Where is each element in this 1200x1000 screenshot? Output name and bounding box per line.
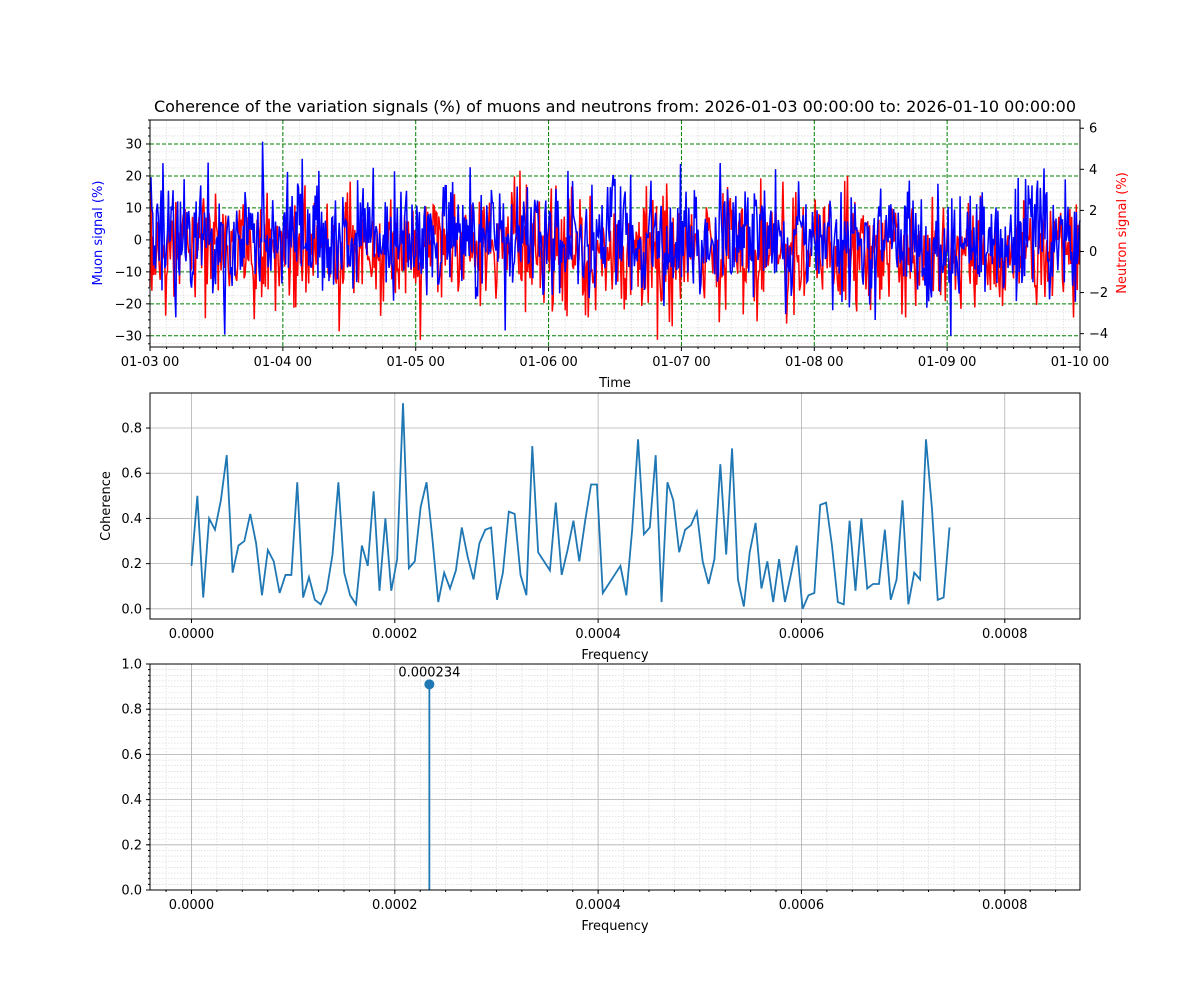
muon-signal-series	[149, 141, 1081, 336]
coherence-y-tick-label: 0.8	[121, 422, 142, 437]
coherence-x-tick-label: 0.0006	[779, 627, 825, 642]
muon-tick-label: 10	[125, 201, 142, 216]
muon-tick-label: 30	[125, 137, 142, 152]
coherence-x-tick-label: 0.0008	[982, 627, 1028, 642]
time-tick-label: 01-06 00	[519, 355, 577, 370]
time-tick-label: 01-04 00	[254, 355, 312, 370]
coherence-grid	[150, 393, 1080, 619]
time-signal-panel: 01-03 00 01-04 00 01-05 00 01-06 00 01-07 00…	[91, 119, 1130, 391]
stem-x-tick-label: 0.0006	[779, 898, 825, 913]
neutron-tick-label: 0	[1089, 245, 1097, 260]
muon-tick-label: 0	[134, 233, 142, 248]
coherence-x-tick-label: 0.0004	[575, 627, 621, 642]
time-signal-axes: 01-03 00 01-04 00 01-05 00 01-06 00 01-07 00…	[115, 119, 1109, 370]
coherence-axes: 0.0000 0.0002 0.0004 0.0006 0.0008 0.0 0.2 0.4 0…	[121, 392, 1081, 642]
time-tick-label: 01-07 00	[652, 355, 710, 370]
neutron-tick-label: −4	[1089, 327, 1108, 342]
muon-tick-label: 20	[125, 169, 142, 184]
peak-frequency-label: 0.000234	[398, 665, 460, 680]
coherence-y-tick-label: 0.4	[121, 512, 142, 527]
muon-tick-label: −30	[115, 329, 142, 344]
neutron-tick-label: 2	[1089, 204, 1097, 219]
coherence-panel: 0.0000 0.0002 0.0004 0.0006 0.0008 0.0 0.2 0.4 0…	[99, 392, 1081, 663]
stem-grid	[150, 663, 1080, 891]
stem-y-tick-label: 0.0	[121, 884, 142, 899]
coherence-line	[190, 403, 951, 610]
muon-tick-label: −20	[115, 297, 142, 312]
coherence-y-tick-label: 0.0	[121, 602, 142, 617]
peak-stem-marker	[424, 679, 435, 690]
neutron-tick-label: 4	[1089, 163, 1097, 178]
coherence-y-tick-label: 0.6	[121, 467, 142, 482]
neutron-tick-label: 6	[1089, 122, 1097, 137]
coherence-y-tick-label: 0.2	[121, 557, 142, 572]
time-tick-label: 01-03 00	[121, 355, 179, 370]
time-tick-label: 01-08 00	[785, 355, 843, 370]
stem-axes: 0.0000 0.0002 0.0004 0.0006 0.0008 0.0 0.2 0.4 0…	[121, 658, 1081, 913]
coherence-series	[190, 403, 951, 610]
muon-signal-line	[149, 141, 1081, 336]
figure-title: Coherence of the variation signals (%) o…	[154, 97, 1076, 116]
time-axis-label: Time	[598, 376, 631, 391]
stem-y-tick-label: 0.2	[121, 838, 142, 853]
neutron-tick-label: −2	[1089, 286, 1108, 301]
stem-x-tick-label: 0.0000	[169, 898, 215, 913]
time-tick-label: 01-10 00	[1051, 355, 1109, 370]
coherence-x-axis-label: Frequency	[581, 648, 648, 663]
coherence-y-axis-label: Coherence	[99, 471, 114, 541]
stem-y-tick-label: 1.0	[121, 658, 142, 673]
coherence-x-tick-label: 0.0002	[372, 627, 418, 642]
neutron-axis-label: Neutron signal (%)	[1115, 172, 1130, 294]
stem-x-tick-label: 0.0008	[982, 898, 1028, 913]
stem-y-tick-label: 0.8	[121, 703, 142, 718]
coherence-x-tick-label: 0.0000	[169, 627, 215, 642]
time-tick-label: 01-05 00	[386, 355, 444, 370]
peak-stem-panel: 0.000234 0.0000 0.0002 0.0004 0.0006 0.00080…	[121, 658, 1081, 934]
coherence-plot-frame	[149, 392, 1081, 620]
stem-x-tick-label: 0.0004	[575, 898, 621, 913]
stem-y-tick-label: 0.4	[121, 793, 142, 808]
stem-x-tick-label: 0.0002	[372, 898, 418, 913]
muon-tick-label: −10	[115, 265, 142, 280]
stem-x-axis-label: Frequency	[581, 919, 648, 934]
muon-axis-label: Muon signal (%)	[91, 181, 106, 286]
stem-y-tick-label: 0.6	[121, 748, 142, 763]
time-tick-label: 01-09 00	[918, 355, 976, 370]
peak-stem-series: 0.000234	[398, 665, 460, 890]
